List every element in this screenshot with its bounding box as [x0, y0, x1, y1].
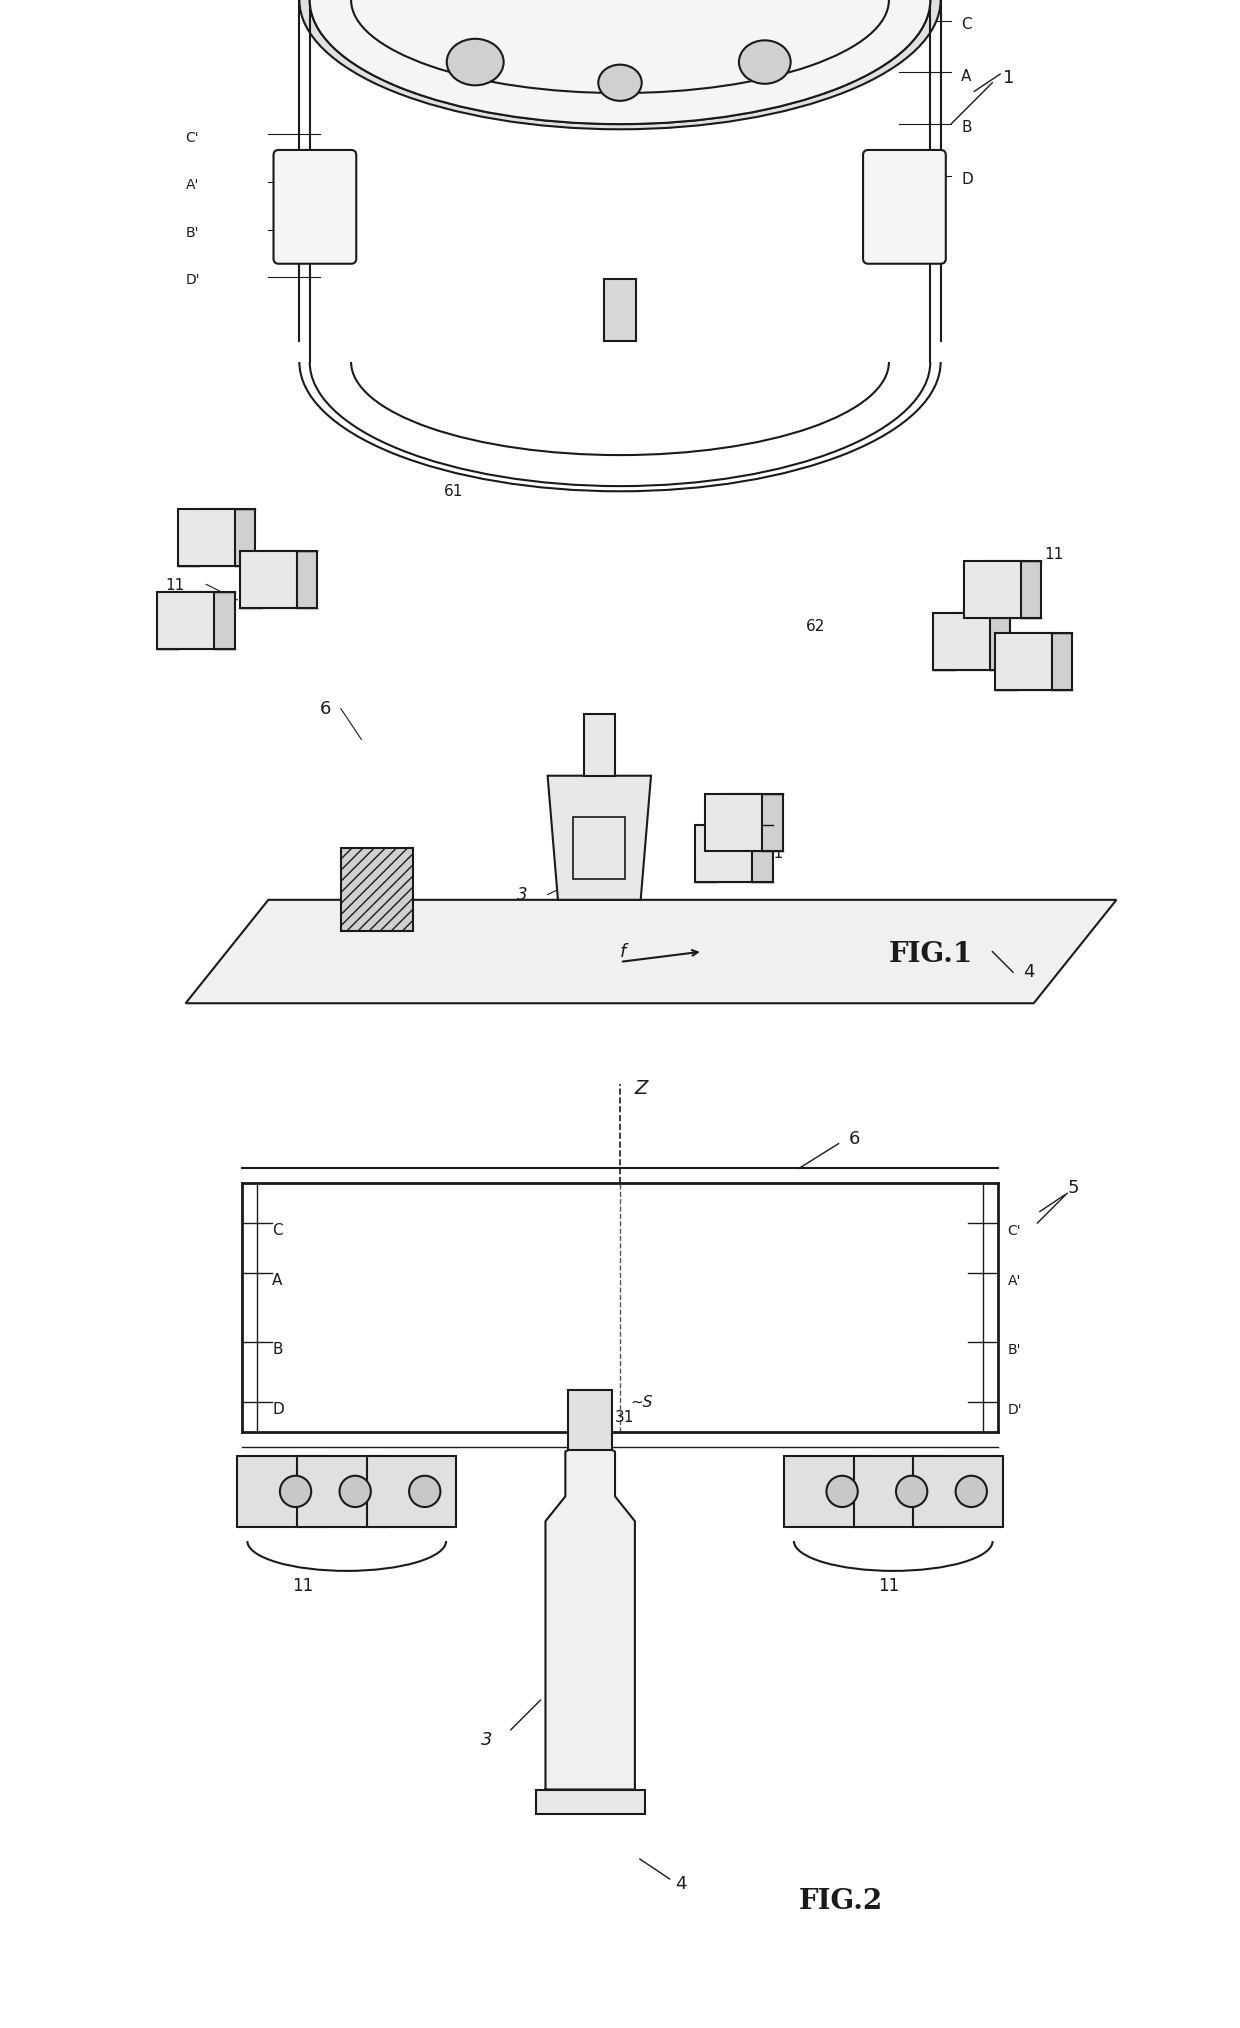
Text: 11: 11: [878, 1576, 899, 1594]
Ellipse shape: [310, 0, 930, 124]
Polygon shape: [548, 775, 651, 900]
Text: FIG.1: FIG.1: [889, 941, 973, 967]
Ellipse shape: [340, 1476, 371, 1507]
Polygon shape: [985, 562, 1042, 619]
Ellipse shape: [739, 41, 791, 83]
Text: 61: 61: [444, 485, 464, 499]
Polygon shape: [715, 825, 773, 882]
Text: Z: Z: [635, 1079, 649, 1097]
Text: 11: 11: [293, 1576, 314, 1594]
Text: D: D: [273, 1401, 284, 1418]
Ellipse shape: [446, 39, 503, 85]
Ellipse shape: [310, 0, 930, 124]
Polygon shape: [198, 509, 255, 566]
Bar: [913, 1456, 1003, 1527]
Bar: [784, 1456, 873, 1527]
Bar: [604, 280, 636, 341]
Polygon shape: [186, 900, 1116, 1004]
Bar: [341, 848, 413, 931]
Text: A': A': [186, 178, 198, 193]
Ellipse shape: [409, 1476, 440, 1507]
Polygon shape: [546, 1432, 635, 1789]
Text: B: B: [961, 120, 972, 136]
Text: FIG.2: FIG.2: [799, 1888, 883, 1914]
Polygon shape: [994, 633, 1052, 690]
Bar: [298, 1456, 387, 1527]
Text: D': D': [186, 274, 200, 288]
Text: 4: 4: [675, 1874, 686, 1892]
Bar: [237, 1456, 327, 1527]
Text: A': A': [1008, 1274, 1021, 1288]
Polygon shape: [1016, 633, 1073, 690]
Ellipse shape: [598, 65, 642, 101]
Text: D: D: [961, 172, 973, 187]
Text: B': B': [1008, 1343, 1021, 1357]
Ellipse shape: [299, 0, 941, 130]
Polygon shape: [706, 793, 763, 850]
Polygon shape: [177, 509, 234, 566]
Bar: [568, 1389, 613, 1450]
Polygon shape: [239, 552, 296, 608]
Text: C: C: [961, 16, 972, 32]
Text: 11: 11: [165, 578, 185, 592]
Text: 31: 31: [615, 1409, 635, 1426]
Polygon shape: [177, 592, 234, 649]
Bar: [573, 817, 625, 878]
Text: B: B: [273, 1343, 283, 1357]
Polygon shape: [694, 825, 751, 882]
Ellipse shape: [351, 0, 889, 93]
Text: 11: 11: [1044, 546, 1064, 562]
Text: 8: 8: [816, 22, 828, 41]
Text: 3: 3: [517, 886, 527, 904]
Bar: [367, 1456, 456, 1527]
Text: 3: 3: [481, 1730, 492, 1748]
Text: 6: 6: [848, 1130, 859, 1148]
Text: A: A: [961, 69, 972, 83]
Ellipse shape: [280, 1476, 311, 1507]
Polygon shape: [954, 612, 1011, 669]
Text: 62: 62: [806, 619, 826, 635]
Text: f: f: [620, 943, 626, 961]
Polygon shape: [725, 793, 782, 850]
Text: C': C': [186, 130, 200, 144]
Text: C': C': [1008, 1225, 1022, 1237]
Text: D': D': [1008, 1403, 1022, 1418]
Bar: [853, 1456, 942, 1527]
FancyBboxPatch shape: [863, 150, 946, 264]
Text: B': B': [186, 225, 200, 239]
Text: 4: 4: [1023, 963, 1035, 982]
Text: A: A: [273, 1274, 283, 1288]
Text: 1: 1: [1003, 69, 1014, 87]
Polygon shape: [963, 562, 1021, 619]
Text: C: C: [273, 1223, 283, 1237]
Text: 6: 6: [320, 700, 331, 718]
Bar: [536, 1789, 645, 1815]
Text: 5: 5: [1068, 1178, 1079, 1197]
Polygon shape: [157, 592, 215, 649]
Polygon shape: [260, 552, 317, 608]
Text: 11: 11: [765, 846, 784, 862]
Ellipse shape: [956, 1476, 987, 1507]
FancyBboxPatch shape: [274, 150, 356, 264]
Ellipse shape: [826, 1476, 858, 1507]
Ellipse shape: [897, 1476, 928, 1507]
Polygon shape: [584, 714, 615, 775]
Text: ~S: ~S: [630, 1395, 652, 1409]
Polygon shape: [932, 612, 990, 669]
